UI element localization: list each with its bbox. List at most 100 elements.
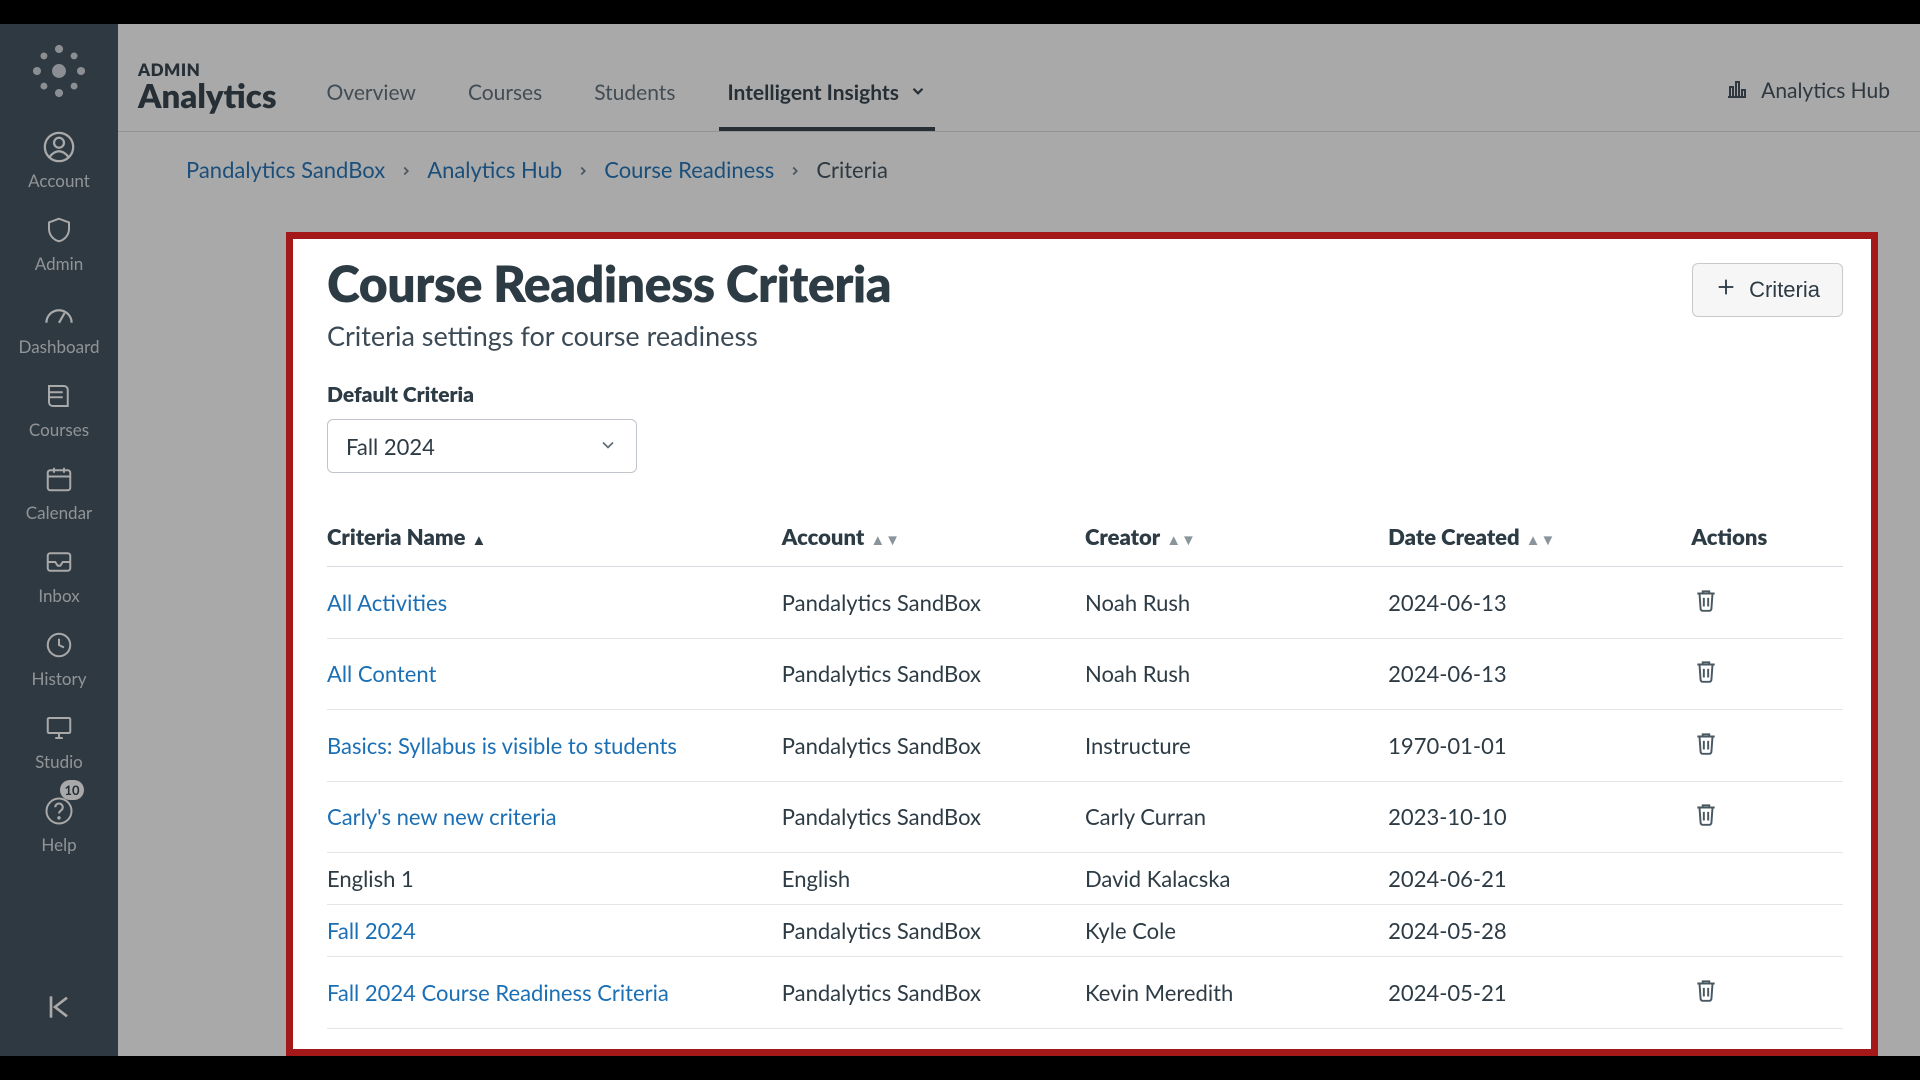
column-label: Criteria Name (327, 523, 465, 550)
default-criteria-select[interactable]: Fall 2024 (327, 419, 637, 473)
actions-cell (1691, 781, 1843, 853)
criteria-name-cell[interactable]: All Activities (327, 567, 782, 639)
sort-icon: ▲▼ (1166, 531, 1196, 549)
nav-item-history[interactable]: History (19, 616, 100, 699)
actions-cell (1691, 638, 1843, 710)
date-cell: 2024-05-21 (1388, 957, 1691, 1029)
date-cell: 2024-06-21 (1388, 853, 1691, 905)
nav-item-dashboard[interactable]: Dashboard (19, 284, 100, 367)
account-cell: Pandalytics SandBox (782, 781, 1085, 853)
account-cell: Pandalytics SandBox (782, 567, 1085, 639)
column-header[interactable]: Account▲▼ (782, 509, 1085, 567)
add-criteria-label: Criteria (1749, 277, 1820, 303)
analytics-hub-link[interactable]: Analytics Hub (1725, 76, 1890, 131)
actions-cell (1691, 957, 1843, 1029)
default-criteria-value: Fall 2024 (346, 433, 435, 460)
criteria-name-cell[interactable]: All Content (327, 638, 782, 710)
nav-label: History (32, 668, 87, 689)
date-cell: 2024-06-13 (1388, 638, 1691, 710)
nav-item-studio[interactable]: Studio (19, 699, 100, 782)
nav-item-inbox[interactable]: Inbox (19, 533, 100, 616)
breadcrumb-link[interactable]: Course Readiness (604, 156, 774, 183)
delete-button[interactable] (1691, 802, 1721, 832)
nav-item-admin[interactable]: Admin (19, 201, 100, 284)
tab-label: Students (594, 80, 675, 105)
actions-cell (1691, 905, 1843, 957)
criteria-name-cell[interactable]: Carly's new new criteria (327, 781, 782, 853)
table-row: All ActivitiesPandalytics SandBoxNoah Ru… (327, 567, 1843, 639)
column-label: Date Created (1388, 523, 1520, 550)
tab-intelligent-insights[interactable]: Intelligent Insights (725, 80, 929, 131)
actions-cell (1691, 710, 1843, 782)
nav-item-courses[interactable]: Courses (19, 367, 100, 450)
creator-cell: Kyle Cole (1085, 905, 1388, 957)
breadcrumb-link[interactable]: Analytics Hub (427, 156, 562, 183)
date-cell: 1970-01-01 (1388, 710, 1691, 782)
delete-button[interactable] (1691, 587, 1721, 617)
chevron-right-icon (399, 156, 413, 183)
account-cell: Pandalytics SandBox (782, 957, 1085, 1029)
sort-icon: ▲▼ (1526, 531, 1556, 549)
trash-icon (1693, 801, 1719, 832)
trash-icon (1693, 587, 1719, 618)
header-bar: ADMIN Analytics OverviewCoursesStudentsI… (118, 24, 1920, 132)
chevron-right-icon (576, 156, 590, 183)
default-criteria-label: Default Criteria (327, 382, 1843, 407)
trash-icon (1693, 658, 1719, 689)
tab-courses[interactable]: Courses (466, 80, 544, 131)
bar-chart-icon (1725, 76, 1749, 105)
nav-item-help[interactable]: 10 Help (19, 782, 100, 865)
column-header[interactable]: Creator ▲▼ (1085, 509, 1388, 567)
criteria-name-cell[interactable]: Fall 2024 (327, 905, 782, 957)
add-criteria-button[interactable]: Criteria (1692, 263, 1843, 317)
table-row: Fall 2024 Course Readiness CriteriaPanda… (327, 957, 1843, 1029)
creator-cell: Carly Curran (1085, 781, 1388, 853)
column-header[interactable]: Criteria Name ▲ (327, 509, 782, 567)
inbox-icon (42, 545, 76, 579)
account-cell: Pandalytics SandBox (782, 710, 1085, 782)
breadcrumb-current: Criteria (816, 156, 888, 183)
table-row: Basics: Syllabus is visible to studentsP… (327, 710, 1843, 782)
tab-label: Overview (327, 80, 416, 105)
criteria-table: Criteria Name▲Account▲▼Creator▲▼Date Cre… (327, 509, 1843, 1029)
criteria-name-cell[interactable]: Basics: Syllabus is visible to students (327, 710, 782, 782)
table-row: Fall 2024Pandalytics SandBoxKyle Cole202… (327, 905, 1843, 957)
nav-label: Admin (35, 253, 83, 274)
user-icon (42, 130, 76, 164)
tab-label: Intelligent Insights (727, 80, 899, 105)
trash-icon (1693, 977, 1719, 1008)
nav-label: Help (41, 834, 76, 855)
creator-cell: Noah Rush (1085, 567, 1388, 639)
account-cell: English (782, 853, 1085, 905)
delete-button[interactable] (1691, 977, 1721, 1007)
plus-icon (1715, 276, 1737, 304)
chevron-right-icon (788, 156, 802, 183)
delete-button[interactable] (1691, 659, 1721, 689)
tab-overview[interactable]: Overview (325, 80, 418, 131)
monitor-icon (42, 711, 76, 745)
nav-item-account[interactable]: Account (19, 118, 100, 201)
nav-label: Inbox (38, 585, 79, 606)
tab-label: Courses (468, 80, 542, 105)
clock-icon (42, 628, 76, 662)
delete-button[interactable] (1691, 730, 1721, 760)
date-cell: 2023-10-10 (1388, 781, 1691, 853)
page-title: Course Readiness Criteria (327, 253, 891, 313)
sort-asc-icon: ▲ (471, 531, 486, 549)
global-nav: Account Admin Dashboard CoursesCalendar Inbo… (0, 24, 118, 1056)
table-row: English 1EnglishDavid Kalacska2024-06-21 (327, 853, 1843, 905)
badge: 10 (60, 780, 84, 800)
actions-cell (1691, 567, 1843, 639)
tab-students[interactable]: Students (592, 80, 677, 131)
breadcrumb-link[interactable]: Pandalytics SandBox (186, 156, 385, 183)
date-cell: 2024-06-13 (1388, 567, 1691, 639)
header-tabs: Overview Courses Students Intelligent Insig… (325, 24, 929, 131)
collapse-nav-button[interactable] (0, 978, 118, 1034)
main-area: ADMIN Analytics OverviewCoursesStudentsI… (118, 24, 1920, 1056)
nav-label: Dashboard (19, 336, 100, 357)
sort-icon: ▲▼ (870, 531, 900, 549)
column-label: Creator (1085, 523, 1160, 550)
column-header[interactable]: Date Created ▲▼ (1388, 509, 1691, 567)
nav-item-calendar[interactable]: Calendar (19, 450, 100, 533)
criteria-name-cell[interactable]: Fall 2024 Course Readiness Criteria (327, 957, 782, 1029)
